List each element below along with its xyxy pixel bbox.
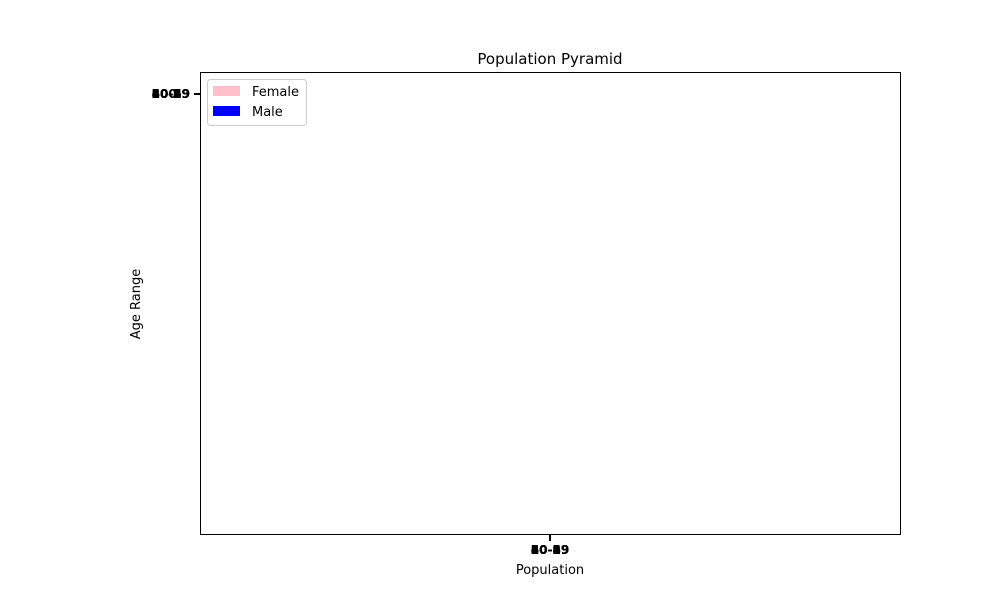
x-tick-label: 20-29: [531, 543, 569, 557]
x-tick-label: 30-39: [531, 543, 569, 557]
y-tick-label: 60-69: [152, 87, 190, 101]
y-tick-label: 0-9: [168, 87, 190, 101]
x-tick-label: 50-59: [531, 543, 569, 557]
chart-title: Population Pyramid: [477, 50, 622, 68]
x-tick-label: 10-19: [531, 543, 569, 557]
y-tick-label: 50-59: [152, 87, 190, 101]
x-tick-label: 40-49: [531, 543, 569, 557]
x-axis-label: Population: [516, 563, 584, 578]
y-axis-label: Age Range: [129, 269, 144, 339]
x-tick-label: 0-9: [539, 543, 561, 557]
y-tick-label: 20-29: [152, 87, 190, 101]
legend-label-male: Male: [252, 105, 283, 120]
y-tick-label: 10-19: [152, 87, 190, 101]
y-tick-label: 30-39: [152, 87, 190, 101]
y-tick-label: 40-49: [152, 87, 190, 101]
legend: Female Male: [207, 79, 307, 126]
legend-swatch-female: [213, 86, 240, 96]
x-tick-label: 60-69: [531, 543, 569, 557]
legend-label-female: Female: [252, 85, 299, 100]
plot-area-frame: [200, 72, 901, 535]
legend-swatch-male: [213, 106, 240, 116]
